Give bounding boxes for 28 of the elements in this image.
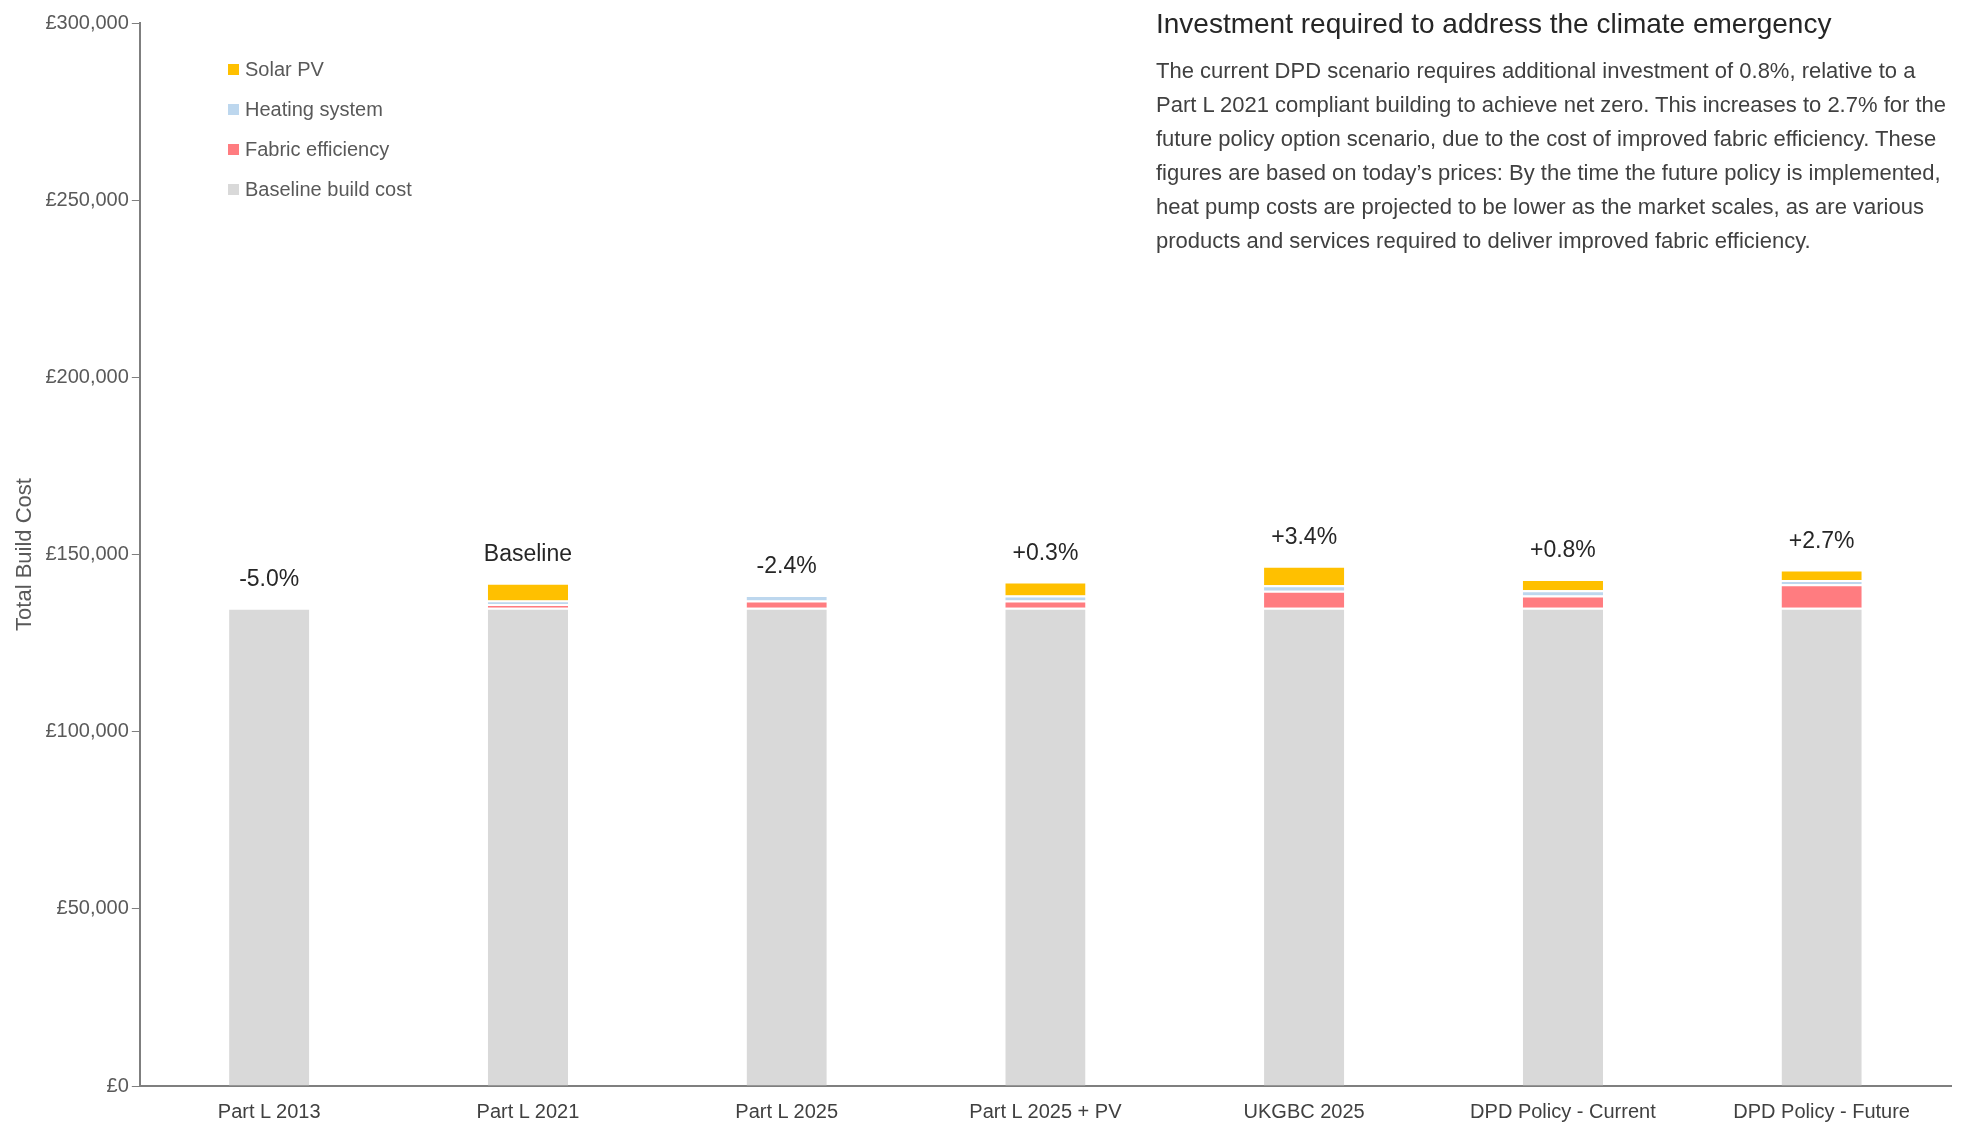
x-tick-label: Part L 2013 [217,1099,321,1122]
y-tick-label: £250,000 [45,187,129,210]
chart-title: Investment required to address the climate emergency [1156,8,1833,40]
y-tick-label: £150,000 [45,542,129,565]
x-tick-label: DPD Policy - Current [1470,1099,1657,1122]
text: +0.3% [1012,538,1079,565]
x-tick-label: Part L 2021 [476,1099,580,1122]
legend-label: Baseline build cost [245,178,412,201]
text: -2.4% [756,552,817,579]
text: The current DPD scenario requires additional investment of 0.8%, relative to a Part L 2021 compliant building to achieve net zero. This increases to 2.7% for the future policy option scenario, due to the cost of improved fabric efficiency. These figures are based on today’s prices: By the time the future policy is implemented, heat pump costs are projected to be lower as the market scales, as are various products and services required to deliver improved fabric efficiency. [1156,57,1947,255]
y-axis-title: Total Build Cost [11,478,37,631]
y-tick-label: £300,000 [45,10,129,33]
y-tick-label: £50,000 [56,896,129,919]
x-tick-label: Part L 2025 [735,1099,838,1122]
text: +2.7% [1788,526,1855,553]
y-tick-label: £200,000 [45,364,129,387]
x-tick-label: DPD Policy - Future [1733,1099,1910,1122]
x-tick-label: UKGBC 2025 [1243,1099,1365,1122]
x-tick-label: Part L 2025 + PV [969,1099,1123,1122]
text: -5.0% [239,564,300,591]
legend-label: Solar PV [245,58,324,81]
legend-label: Fabric efficiency [245,138,390,161]
legend-label: Heating system [245,98,383,121]
text: +0.8% [1529,536,1596,563]
text: +3.4% [1271,523,1338,550]
y-tick-label: £0 [106,1073,129,1096]
y-tick-label: £100,000 [45,719,129,742]
text: Baseline [483,540,573,567]
